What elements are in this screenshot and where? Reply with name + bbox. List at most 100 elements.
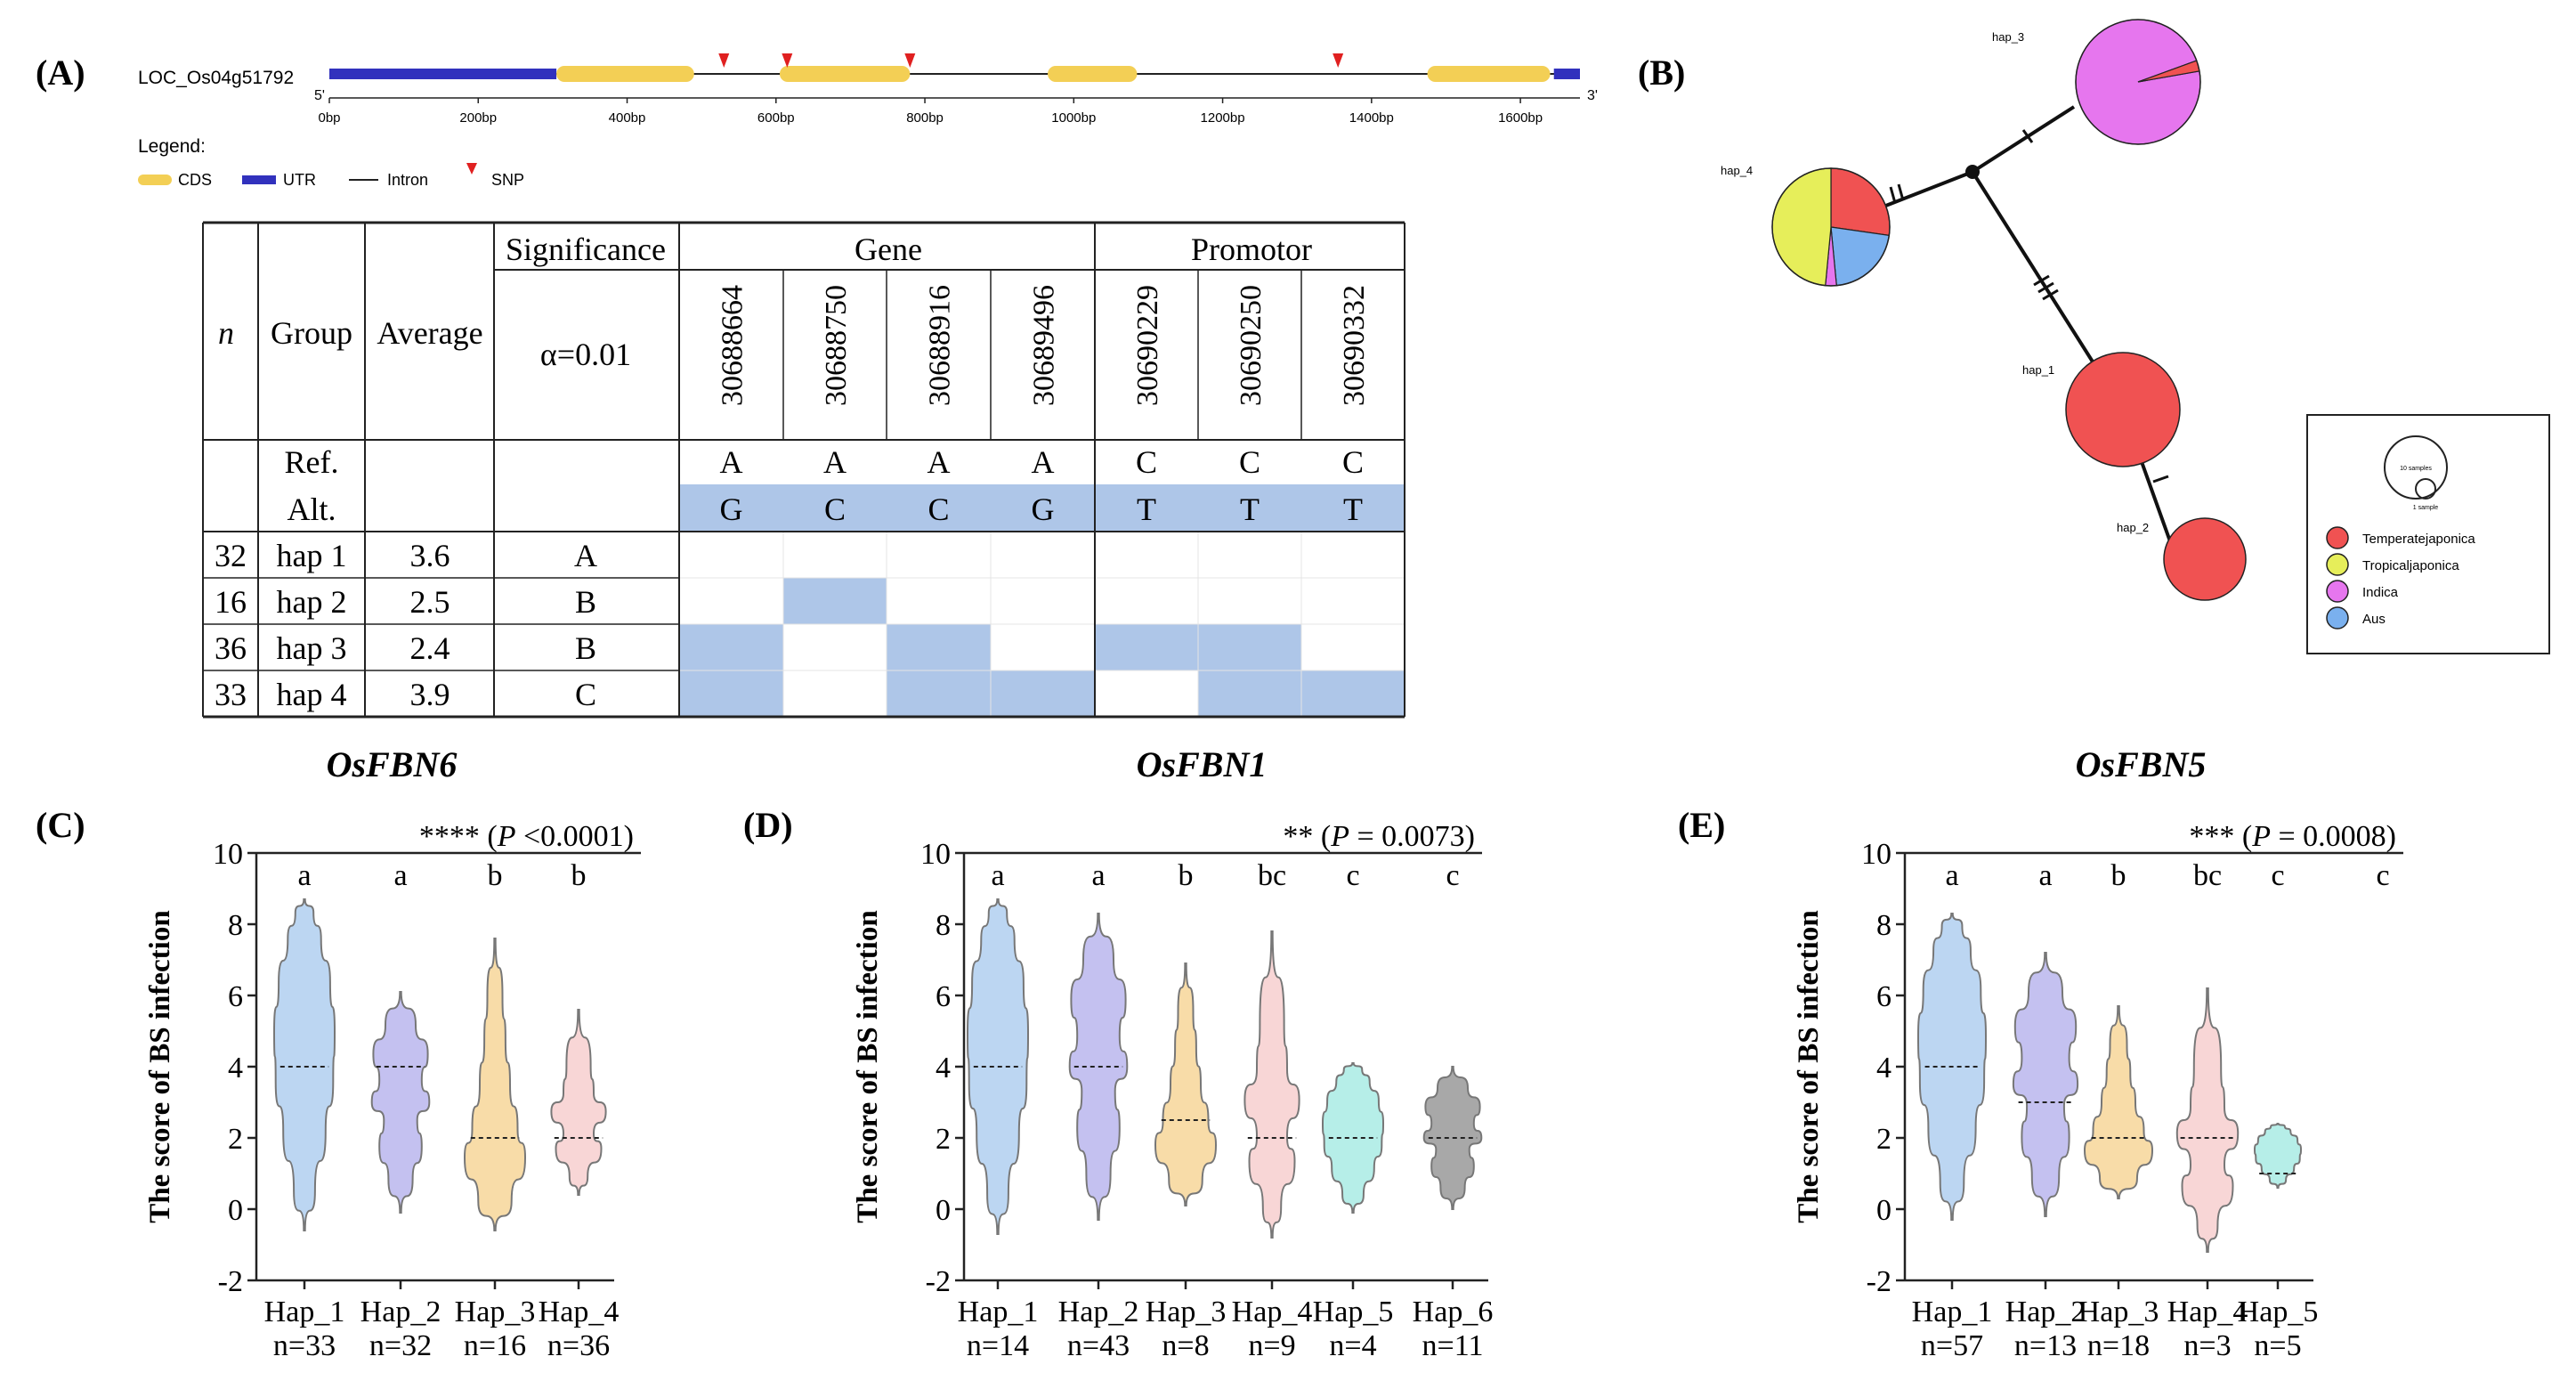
significance-label: **** (P <0.0001) [419, 820, 634, 853]
group-letter: a [991, 859, 1004, 892]
bp-ticks: 0bp 200bp 400bp 600bp 800bp 1000bp 1200bp 1400b… [318, 98, 1543, 126]
panel-label-a: (A) [36, 53, 85, 93]
significance-label: *** (P = 0.0008) [2189, 820, 2396, 853]
sample-size-label: n=13 [2014, 1329, 2077, 1362]
group-letter: c [1346, 859, 1359, 892]
violin-body [2012, 952, 2079, 1217]
x-tick-label: Hap_5 [1313, 1296, 1394, 1328]
sample-size-label: n=4 [1329, 1329, 1376, 1362]
pie-slice [2065, 352, 2181, 467]
mutation-tick [1897, 183, 1905, 201]
sample-size-label: n=8 [1162, 1329, 1209, 1362]
hap-allele-cell [782, 623, 887, 671]
ref-allele: A [720, 444, 743, 480]
chart-title: OsFBN1 [1137, 744, 1268, 784]
alt-row-highlight [679, 484, 1405, 532]
y-tick-label: 4 [228, 1052, 243, 1084]
hap-group: hap 1 [277, 538, 347, 573]
significance-label: ** (P = 0.0073) [1283, 820, 1475, 853]
hap-count: 32 [215, 538, 247, 573]
hap-group: hap 4 [277, 677, 347, 712]
sample-size-label: n=43 [1067, 1329, 1130, 1362]
ref-allele: A [928, 444, 951, 480]
legend-indica-dot [2326, 580, 2349, 603]
hap-allele-cell [1094, 577, 1199, 625]
snp-position-label: 30688664 [717, 285, 749, 406]
hap-allele-cell [990, 531, 1096, 579]
hap-allele-cell [1094, 531, 1199, 579]
violin-body [2253, 1122, 2303, 1189]
sample-size-label: n=18 [2087, 1329, 2150, 1362]
node-label-hap4: hap_4 [1721, 164, 1753, 177]
hap-significance: B [575, 584, 596, 620]
group-letter: a [1945, 859, 1958, 892]
group-letter: bc [2193, 859, 2222, 892]
utr-segment [1553, 69, 1580, 79]
ref-allele: C [1136, 444, 1157, 480]
alt-allele: C [824, 491, 846, 527]
bp-tick-label: 1400bp [1349, 110, 1394, 126]
y-tick-label: 10 [920, 838, 951, 871]
hap-allele-cell [990, 670, 1096, 718]
x-tick-label: Hap_3 [1146, 1296, 1227, 1328]
panel-a: (A) LOC_Os04g51792 5' 3' 0bp 200bp 400bp 60… [36, 53, 1598, 189]
hap-count: 33 [215, 677, 247, 712]
y-tick-label: 8 [228, 909, 243, 942]
snp-marker [904, 53, 916, 68]
group-letter: a [1091, 859, 1105, 892]
hap-average: 2.5 [410, 584, 450, 620]
y-tick-label: 2 [1876, 1123, 1891, 1156]
median-vector-node [1965, 165, 1980, 179]
group-letter: b [488, 859, 503, 892]
ref-allele: A [1032, 444, 1055, 480]
pie-slice [1830, 226, 1891, 287]
x-tick-label: Hap_4 [2167, 1296, 2248, 1328]
node-label-hap1: hap_1 [2022, 363, 2054, 377]
size-legend-big-label: 10 samples [2400, 466, 2432, 472]
snp-markers [718, 53, 1344, 68]
x-tick-label: Hap_2 [360, 1296, 441, 1328]
alt-allele: G [720, 491, 743, 527]
hap-allele-cell [1094, 623, 1199, 671]
legend-utr-swatch [242, 175, 276, 184]
violin-chart-e: (E) OsFBN5 The score of BS infection 10 8 6 4… [1678, 744, 2403, 1362]
violin-chart-d: (D) OsFBN1 The score of BS infection 10 8 6 4… [743, 744, 1493, 1362]
x-tick-label: Hap_4 [1232, 1296, 1313, 1328]
x-tick-label: Hap_3 [455, 1296, 536, 1328]
snp-position-label: 30690332 [1338, 285, 1371, 406]
table-grid [202, 221, 1405, 719]
sample-size-label: n=36 [547, 1329, 610, 1362]
y-tick-label: 8 [1876, 909, 1891, 942]
bp-tick-label: 1200bp [1201, 110, 1245, 126]
sample-size-label: n=16 [464, 1329, 526, 1362]
y-tick-label: 0 [1876, 1194, 1891, 1227]
y-tick-label: 6 [936, 980, 951, 1013]
alt-allele: G [1032, 491, 1055, 527]
snp-position-label: 30690229 [1131, 285, 1164, 406]
cds-segment [1048, 66, 1138, 82]
group-letter: a [297, 859, 311, 892]
sample-size-label: n=32 [369, 1329, 432, 1362]
hap-allele-cell [886, 577, 992, 625]
violin-body [2083, 1004, 2154, 1199]
three-prime-label: 3' [1587, 88, 1598, 103]
node-label-hap2: hap_2 [2117, 521, 2149, 534]
snp-marker [782, 53, 793, 68]
col-significance-header: Significance [506, 232, 666, 267]
violin-body [272, 898, 336, 1231]
hap-average: 3.9 [410, 677, 450, 712]
snp-position-label: 30688750 [820, 285, 853, 406]
group-letter: c [2376, 859, 2389, 892]
snp-marker [718, 53, 730, 68]
y-tick-label: 8 [936, 909, 951, 942]
snp-position-label: 30690250 [1235, 285, 1268, 406]
cds-segment [779, 66, 911, 82]
ref-row-label: Ref. [285, 444, 339, 480]
legend-intron-label: Intron [387, 171, 428, 189]
x-tick-label: Hap_4 [539, 1296, 620, 1328]
y-axis-label: The score of BS infection [1793, 910, 1825, 1222]
gene-group-header: Gene [855, 232, 922, 267]
y-tick-label: 2 [936, 1123, 951, 1156]
alt-allele: T [1137, 491, 1156, 527]
x-tick-label: Hap_2 [2005, 1296, 2086, 1328]
